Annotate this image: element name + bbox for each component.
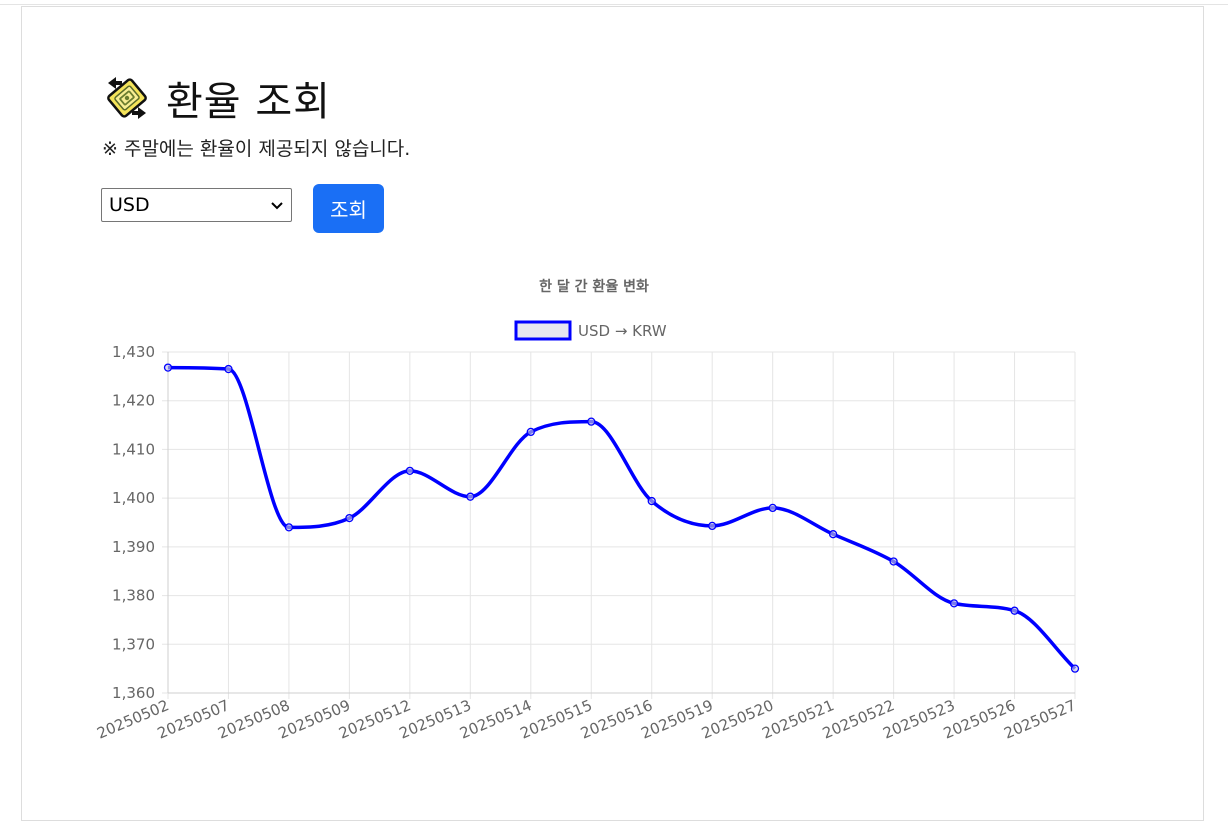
search-button[interactable]: 조회 [313,184,384,233]
legend-item[interactable]: USD → KRW [514,320,667,341]
content-card: 환율 조회 ※ 주말에는 환율이 제공되지 않습니다. USD 조회 [21,6,1204,821]
coin-exchange-icon [107,77,147,119]
currency-select[interactable]: USD [101,188,292,222]
chevron-down-icon [271,202,283,210]
legend-swatch [514,320,572,341]
top-divider [0,4,1228,5]
legend-label: USD → KRW [578,322,667,340]
page-title: 환율 조회 [166,79,331,125]
page-header: 환율 조회 [102,69,331,127]
weekend-notice: ※ 주말에는 환율이 제공되지 않습니다. [102,138,411,160]
currency-select-value: USD [109,194,150,216]
